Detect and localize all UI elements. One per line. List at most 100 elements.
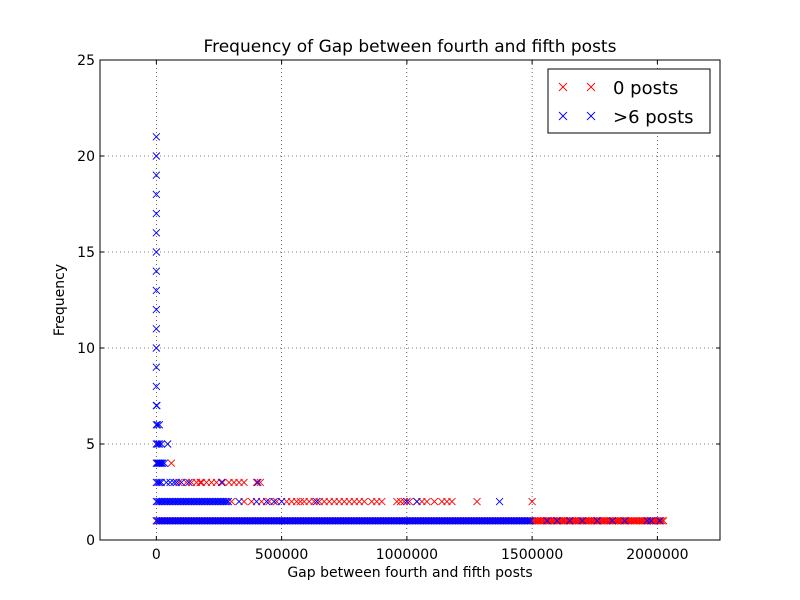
data-point <box>156 459 165 468</box>
data-point <box>162 478 171 487</box>
x-axis-label: Gap between fourth and fifth posts <box>287 565 532 581</box>
y-tick-label: 20 <box>77 149 95 165</box>
data-point <box>658 516 666 525</box>
data-point <box>270 497 278 506</box>
legend-entry: 0 posts <box>558 78 678 99</box>
data-point <box>152 171 161 180</box>
y-tick-label: 10 <box>77 341 95 357</box>
data-point <box>526 516 535 525</box>
data-point <box>157 459 166 468</box>
data-point <box>423 497 431 506</box>
data-point <box>296 497 305 506</box>
data-point <box>659 516 668 525</box>
data-point <box>222 497 231 506</box>
data-point <box>565 516 574 525</box>
data-point <box>158 459 167 468</box>
data-point <box>396 497 405 506</box>
data-point <box>224 497 233 506</box>
x-tick-label: 500000 <box>255 547 308 563</box>
y-tick-label: 5 <box>86 437 95 453</box>
data-point <box>153 401 161 410</box>
data-point <box>252 478 261 487</box>
data-point <box>413 497 421 506</box>
data-point <box>256 478 265 487</box>
data-point <box>152 190 161 199</box>
data-point <box>152 228 161 237</box>
data-point <box>152 344 161 352</box>
data-point <box>196 478 205 487</box>
data-point <box>152 248 161 256</box>
y-tick-label: 25 <box>77 53 95 69</box>
data-point <box>152 382 161 391</box>
y-axis-label: Frequency <box>52 264 68 336</box>
data-point <box>155 440 164 448</box>
legend-marker <box>558 82 568 92</box>
data-point <box>152 286 161 295</box>
data-point <box>620 516 629 525</box>
x-tick-label: 2000000 <box>626 547 688 563</box>
data-point <box>170 478 178 487</box>
data-point <box>185 478 193 487</box>
data-point <box>448 497 456 506</box>
data-point <box>177 478 186 487</box>
data-point <box>154 478 162 487</box>
data-point <box>252 497 261 506</box>
data-point <box>152 267 161 276</box>
x-tick-label: 0 <box>152 547 161 563</box>
legend-label: 0 posts <box>613 78 678 99</box>
data-point <box>155 478 164 487</box>
data-point <box>277 497 286 506</box>
data-point <box>240 478 248 487</box>
data-point <box>553 516 561 525</box>
legend: 0 posts >6 posts <box>547 68 711 134</box>
legend-marker <box>558 111 568 121</box>
data-point <box>608 516 617 525</box>
data-point <box>167 459 176 468</box>
data-point <box>593 516 602 525</box>
data-point <box>360 497 369 506</box>
data-point <box>153 420 162 429</box>
data-point <box>221 497 229 506</box>
axis-ticks: 0 500000 1000000 1500000 2000000 0 5 10 15 20 25 <box>77 53 720 563</box>
data-point <box>528 497 536 506</box>
y-tick-label: 15 <box>77 245 95 261</box>
plot-area-marks <box>152 132 668 525</box>
x-tick-label: 1500000 <box>501 547 563 563</box>
data-point-run <box>152 497 233 506</box>
data-point <box>163 440 172 448</box>
data-point <box>430 497 439 506</box>
data-point <box>218 478 227 487</box>
data-point <box>647 516 655 525</box>
data-point <box>154 440 162 448</box>
data-point <box>152 324 161 333</box>
data-point <box>152 152 161 160</box>
legend-entry: >6 posts <box>558 107 694 128</box>
data-point <box>152 209 161 218</box>
series-2 <box>152 132 664 525</box>
legend-box <box>547 68 711 134</box>
data-point <box>393 497 401 506</box>
data-point <box>643 516 652 525</box>
data-point <box>166 478 174 487</box>
data-point <box>473 497 481 506</box>
data-point <box>543 516 551 525</box>
data-point <box>523 516 532 525</box>
data-point <box>152 420 161 429</box>
data-point <box>155 420 164 429</box>
legend-label: >6 posts <box>613 107 694 128</box>
legend-marker <box>586 111 596 121</box>
data-point <box>217 478 226 487</box>
data-point <box>152 132 161 141</box>
data-point <box>405 497 414 506</box>
axes-frame <box>99 59 721 541</box>
y-tick-label: 0 <box>86 533 95 549</box>
data-point <box>403 497 411 506</box>
data-point <box>312 497 321 506</box>
x-tick-label: 1000000 <box>376 547 438 563</box>
data-point <box>656 516 664 525</box>
data-point <box>525 516 533 525</box>
data-point <box>262 497 271 506</box>
data-point <box>152 305 161 314</box>
data-point <box>235 497 243 506</box>
